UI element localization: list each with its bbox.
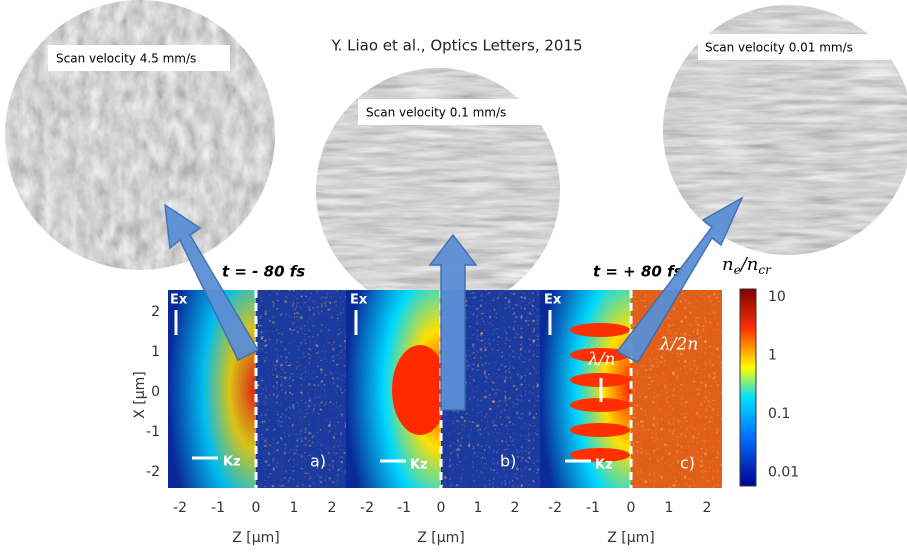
x-tick-label: 2	[703, 500, 712, 516]
annotation: λ/n	[587, 350, 615, 370]
x-axis-label: Z [µm]	[607, 530, 655, 546]
annotation: λ/2n	[659, 335, 698, 355]
x-tick-label: -2	[548, 500, 562, 516]
citation: Y. Liao et al., Optics Letters, 2015	[330, 37, 582, 55]
cb-part: cr	[758, 263, 772, 277]
colorbar	[739, 288, 757, 487]
label-box	[358, 99, 543, 125]
colorbar-tick: 0.1	[768, 406, 790, 422]
sem-image	[5, 0, 275, 270]
cb-part: /n	[739, 254, 759, 275]
y-tick-label: -1	[146, 424, 160, 440]
panel-label: a)	[310, 452, 326, 471]
image-label: Scan velocity 4.5 mm/s	[56, 52, 196, 66]
wave-label: Kz	[223, 455, 241, 470]
x-tick-label: -1	[397, 500, 411, 516]
x-tick-label: 1	[665, 500, 674, 516]
wave-label: Kz	[595, 458, 613, 473]
image-label: Scan velocity 0.01 mm/s	[705, 41, 853, 55]
y-axis-label: X [µm]	[132, 371, 148, 419]
label-box	[698, 34, 890, 60]
field-label: Ex	[170, 293, 188, 308]
colorbar-tick: 10	[768, 289, 786, 305]
panel-label: b)	[500, 452, 516, 471]
x-tick-label: 1	[290, 500, 299, 516]
y-tick-label: 2	[151, 304, 160, 320]
x-tick-label: 2	[328, 500, 337, 516]
wave-label: Kz	[410, 458, 428, 473]
x-tick-label: -1	[586, 500, 600, 516]
y-tick-label: -2	[146, 464, 160, 480]
field-label: Ex	[544, 293, 562, 308]
x-tick-label: -1	[211, 500, 225, 516]
arrows	[164, 196, 744, 411]
x-tick-label: 1	[474, 500, 483, 516]
cb-part: e	[734, 263, 741, 277]
x-tick-label: 0	[437, 500, 446, 516]
colorbar-tick: 1	[768, 348, 777, 364]
x-tick-label: 2	[511, 500, 520, 516]
y-tick-label: 1	[151, 344, 160, 360]
image-label: Scan velocity 0.1 mm/s	[366, 106, 506, 120]
time-label: t = - 80 fs	[222, 263, 305, 281]
colorbar-label: ne/ncr	[722, 254, 772, 277]
cb-part: n	[722, 254, 734, 275]
x-axis-label: Z [µm]	[232, 530, 280, 546]
label-box	[48, 45, 230, 71]
time-label: t = + 80 fs	[593, 263, 683, 281]
field-label: Ex	[350, 293, 368, 308]
x-tick-label: -2	[360, 500, 374, 516]
colorbar-tick: 0.01	[768, 465, 799, 481]
x-tick-label: 0	[627, 500, 636, 516]
y-tick-label: 0	[151, 384, 160, 400]
x-axis-label: Z [µm]	[417, 530, 465, 546]
panel-label: c)	[680, 454, 695, 473]
x-tick-label: 0	[252, 500, 261, 516]
x-tick-label: -2	[173, 500, 187, 516]
